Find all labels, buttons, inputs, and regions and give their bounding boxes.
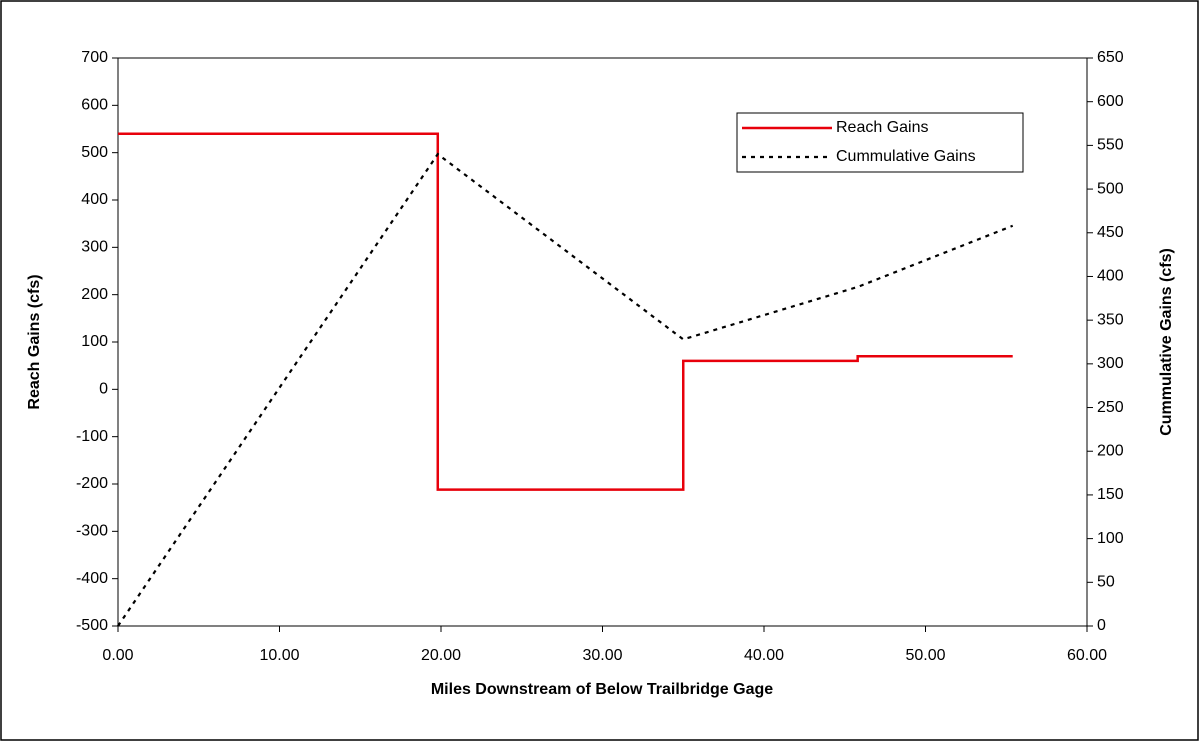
y-tick-label: 100 xyxy=(81,333,108,350)
y-tick-label: -100 xyxy=(76,428,108,445)
y2-tick-label: 100 xyxy=(1097,530,1124,547)
y2-tick-label: 250 xyxy=(1097,399,1124,416)
x-tick-label: 50.00 xyxy=(905,647,945,664)
y-tick-label: -500 xyxy=(76,617,108,634)
y2-tick-label: 400 xyxy=(1097,268,1124,285)
legend-box xyxy=(736,112,1024,173)
series-line xyxy=(118,132,1013,491)
y2-tick-label: 300 xyxy=(1097,355,1124,372)
y-tick-label: -300 xyxy=(76,523,108,540)
y-tick-label: 600 xyxy=(81,97,108,114)
y-tick-label: 700 xyxy=(81,49,108,66)
y2-tick-label: 500 xyxy=(1097,180,1124,197)
y2-tick-label: 200 xyxy=(1097,442,1124,459)
y2-tick-label: 600 xyxy=(1097,93,1124,110)
y-tick-label: 0 xyxy=(99,381,108,398)
y2-tick-label: 150 xyxy=(1097,486,1124,503)
y2-axis-title: Cummulative Gains (cfs) xyxy=(1158,248,1175,436)
x-tick-label: 10.00 xyxy=(259,647,299,664)
x-tick-label: 40.00 xyxy=(744,647,784,664)
x-tick-label: 20.00 xyxy=(421,647,461,664)
legend-label: Reach Gains xyxy=(836,119,929,136)
y-tick-label: 400 xyxy=(81,191,108,208)
x-tick-label: 60.00 xyxy=(1067,647,1107,664)
y-tick-label: 500 xyxy=(81,144,108,161)
y2-tick-label: 550 xyxy=(1097,137,1124,154)
y2-tick-label: 450 xyxy=(1097,224,1124,241)
y-tick-label: -200 xyxy=(76,475,108,492)
x-axis-title: Miles Downstream of Below Trailbridge Ga… xyxy=(431,681,773,698)
legend-label: Cummulative Gains xyxy=(836,148,976,165)
series-line xyxy=(117,152,1014,627)
y-tick-label: 200 xyxy=(81,286,108,303)
x-tick-label: 30.00 xyxy=(582,647,622,664)
y2-tick-label: 650 xyxy=(1097,49,1124,66)
y-axis-title: Reach Gains (cfs) xyxy=(26,274,43,409)
y-tick-label: -400 xyxy=(76,570,108,587)
y2-tick-label: 0 xyxy=(1097,617,1106,634)
y2-tick-label: 350 xyxy=(1097,311,1124,328)
x-tick-label: 0.00 xyxy=(102,647,133,664)
y-tick-label: 300 xyxy=(81,239,108,256)
y2-tick-label: 50 xyxy=(1097,574,1115,591)
